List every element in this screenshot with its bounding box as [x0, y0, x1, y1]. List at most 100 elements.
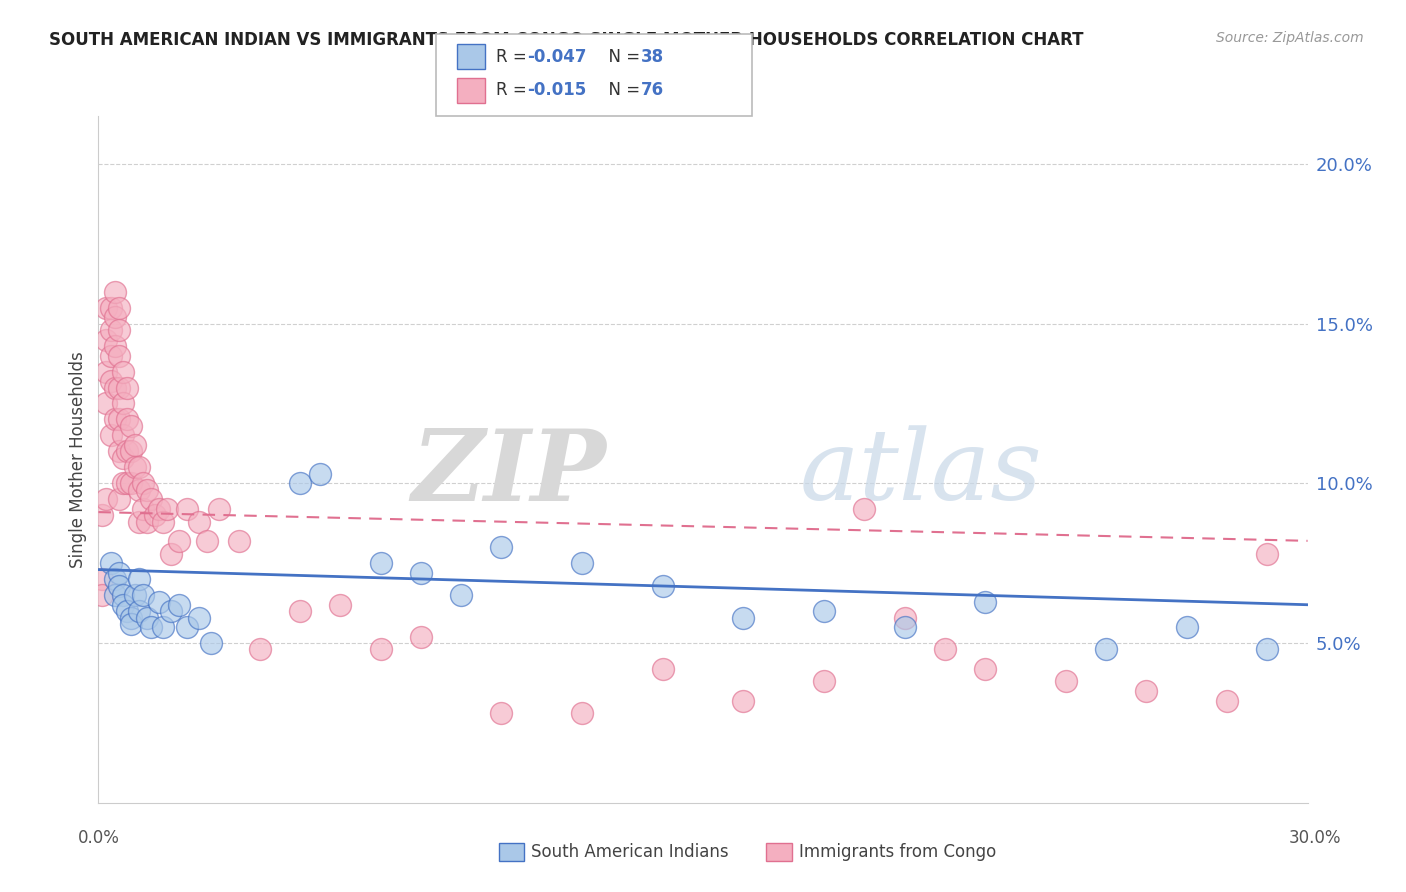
Point	[733, 610, 755, 624]
Point	[115, 380, 138, 394]
Point	[1256, 547, 1278, 561]
Point	[120, 418, 142, 433]
Point	[733, 693, 755, 707]
Point	[1054, 674, 1077, 689]
Point	[409, 630, 432, 644]
Text: 30.0%: 30.0%	[1288, 829, 1341, 847]
Point	[167, 598, 190, 612]
Point	[91, 508, 114, 523]
Point	[103, 412, 125, 426]
Point	[329, 598, 352, 612]
Point	[309, 467, 332, 481]
Text: R =: R =	[496, 47, 533, 66]
Point	[111, 428, 134, 442]
Point	[934, 642, 956, 657]
Point	[111, 365, 134, 379]
Point	[107, 349, 129, 363]
Point	[120, 444, 142, 458]
Point	[160, 604, 183, 618]
Point	[195, 533, 218, 548]
Text: South American Indians: South American Indians	[531, 843, 730, 861]
Point	[132, 588, 155, 602]
Point	[651, 662, 673, 676]
Point	[103, 285, 125, 299]
Point	[893, 620, 915, 634]
Point	[96, 301, 118, 315]
Point	[124, 588, 146, 602]
Point	[132, 476, 155, 491]
Point	[893, 610, 915, 624]
Point	[111, 450, 134, 465]
Point	[176, 502, 198, 516]
Point	[107, 578, 129, 592]
Text: atlas: atlas	[800, 425, 1042, 521]
Point	[115, 444, 138, 458]
Text: -0.015: -0.015	[527, 81, 586, 99]
Point	[100, 374, 122, 388]
Point	[651, 578, 673, 592]
Point	[124, 438, 146, 452]
Point	[107, 492, 129, 507]
Point	[120, 610, 142, 624]
Point	[370, 642, 392, 657]
Point	[103, 588, 125, 602]
Point	[96, 333, 118, 347]
Point	[115, 476, 138, 491]
Point	[148, 502, 170, 516]
Text: 0.0%: 0.0%	[77, 829, 120, 847]
Point	[1095, 642, 1118, 657]
Point	[107, 566, 129, 580]
Point	[156, 502, 179, 516]
Point	[111, 476, 134, 491]
Point	[135, 610, 157, 624]
Point	[491, 706, 513, 721]
Point	[124, 460, 146, 475]
Point	[152, 515, 174, 529]
Point	[128, 604, 150, 618]
Point	[103, 572, 125, 586]
Text: N =: N =	[598, 47, 645, 66]
Point	[409, 566, 432, 580]
Point	[100, 301, 122, 315]
Point	[974, 662, 997, 676]
Point	[1135, 684, 1157, 698]
Text: Source: ZipAtlas.com: Source: ZipAtlas.com	[1216, 31, 1364, 45]
Point	[370, 556, 392, 570]
Point	[148, 594, 170, 608]
Point	[111, 396, 134, 410]
Point	[107, 444, 129, 458]
Point	[128, 572, 150, 586]
Point	[103, 310, 125, 325]
Point	[1216, 693, 1239, 707]
Point	[115, 604, 138, 618]
Point	[100, 349, 122, 363]
Point	[91, 588, 114, 602]
Text: 76: 76	[641, 81, 664, 99]
Text: SOUTH AMERICAN INDIAN VS IMMIGRANTS FROM CONGO SINGLE MOTHER HOUSEHOLDS CORRELAT: SOUTH AMERICAN INDIAN VS IMMIGRANTS FROM…	[49, 31, 1084, 49]
Point	[132, 502, 155, 516]
Point	[120, 476, 142, 491]
Text: N =: N =	[598, 81, 645, 99]
Point	[1256, 642, 1278, 657]
Point	[853, 502, 876, 516]
Point	[128, 483, 150, 497]
Point	[200, 636, 222, 650]
Point	[107, 412, 129, 426]
Point	[188, 610, 211, 624]
Point	[111, 598, 134, 612]
Y-axis label: Single Mother Households: Single Mother Households	[69, 351, 87, 567]
Point	[491, 540, 513, 554]
Point	[96, 396, 118, 410]
Point	[167, 533, 190, 548]
Point	[152, 620, 174, 634]
Point	[107, 301, 129, 315]
Point	[813, 604, 835, 618]
Text: R =: R =	[496, 81, 533, 99]
Text: 38: 38	[641, 47, 664, 66]
Point	[139, 620, 162, 634]
Point	[91, 572, 114, 586]
Point	[249, 642, 271, 657]
Point	[1175, 620, 1198, 634]
Point	[100, 323, 122, 337]
Text: -0.047: -0.047	[527, 47, 586, 66]
